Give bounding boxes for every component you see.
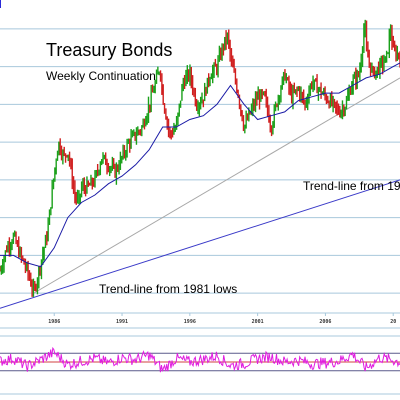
x-tick-label: 20 [390, 319, 396, 325]
annotation-trend-1981: Trend-line from 1981 lows [99, 282, 237, 296]
chart-subtitle: Weekly Continuation [46, 69, 156, 83]
oscillator-panel [0, 346, 400, 395]
x-tick-label: 2006 [319, 319, 331, 325]
annotation-trend-19: Trend-line from 19 [303, 179, 400, 193]
x-tick-label: 1991 [116, 319, 128, 325]
x-tick-labels: 1986 1991 1996 2001 2006 20 [48, 313, 396, 325]
x-tick-label: 1986 [48, 319, 60, 325]
x-tick-label: 2001 [252, 319, 264, 325]
moving-average-line [0, 62, 400, 268]
chart-title: Treasury Bonds [46, 40, 172, 60]
oscillator-line [0, 346, 400, 373]
bottom-panel-lines [0, 312, 400, 337]
trend-line [0, 179, 400, 309]
moving-average-path [0, 62, 400, 268]
x-tick-label: 1996 [184, 319, 196, 325]
